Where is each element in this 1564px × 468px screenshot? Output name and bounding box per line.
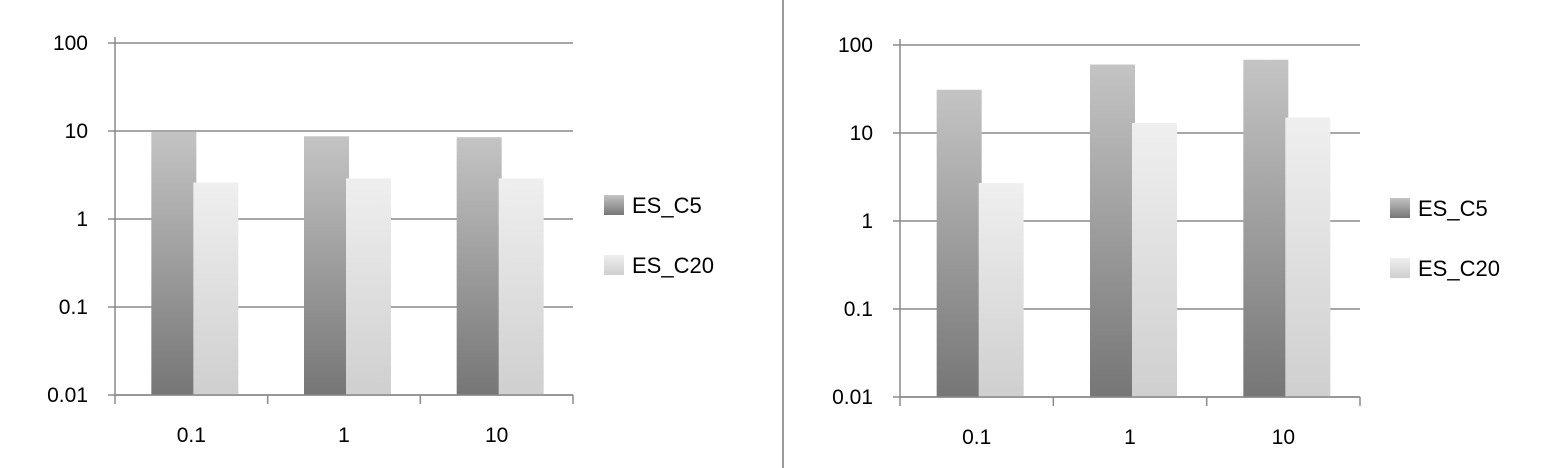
bar-es-c5-1	[151, 131, 197, 396]
y-tick-label: 0.01	[47, 384, 88, 407]
bar-es-c20-1	[193, 182, 239, 395]
x-tick-label: 10	[485, 424, 508, 447]
bar-es-c20-3	[498, 178, 544, 395]
x-tick-label: 1	[1124, 426, 1136, 449]
legend-swatch	[1390, 198, 1410, 218]
bar-es-c5-3	[1243, 59, 1289, 397]
y-tick-label: 0.1	[59, 296, 88, 319]
legend-label: ES_C20	[1418, 256, 1500, 281]
bar-es-c5-2	[304, 136, 349, 395]
bar-es-c20-3	[1285, 117, 1331, 397]
legend-label: ES_C5	[1418, 196, 1488, 221]
bar-es-c5-2	[1090, 64, 1135, 397]
chart-panel-2: 100 10 1 0.1 0.01 0.1 1 10 ES_C5 ES_C20	[832, 34, 1500, 449]
y-tick-label: 0.1	[844, 298, 873, 321]
legend-label: ES_C20	[632, 253, 714, 278]
y-tick-label: 10	[65, 120, 88, 143]
chart-panel-1: 100 10 1 0.1 0.01 0.1 1 10 ES_C5 ES_C20	[47, 32, 714, 447]
x-tick-label: 1	[338, 424, 350, 447]
legend-swatch	[604, 195, 624, 215]
x-tick-label: 0.1	[177, 424, 206, 447]
x-tick-label: 0.1	[962, 426, 991, 449]
y-tick-label: 10	[850, 122, 873, 145]
legend-label: ES_C5	[632, 193, 702, 218]
y-tick-label: 0.01	[832, 386, 873, 409]
bar-es-c5-3	[456, 137, 502, 396]
y-tick-label: 100	[838, 34, 873, 57]
x-tick-label: 10	[1272, 426, 1295, 449]
legend-swatch	[1390, 258, 1410, 278]
bar-es-c20-2	[1132, 122, 1177, 397]
bar-es-c20-2	[346, 178, 391, 395]
y-tick-label: 1	[861, 210, 873, 233]
bar-es-c20-1	[978, 183, 1024, 397]
legend-swatch	[604, 255, 624, 275]
y-tick-label: 100	[53, 32, 88, 55]
y-tick-label: 1	[76, 208, 88, 231]
bar-es-c5-1	[936, 89, 982, 398]
